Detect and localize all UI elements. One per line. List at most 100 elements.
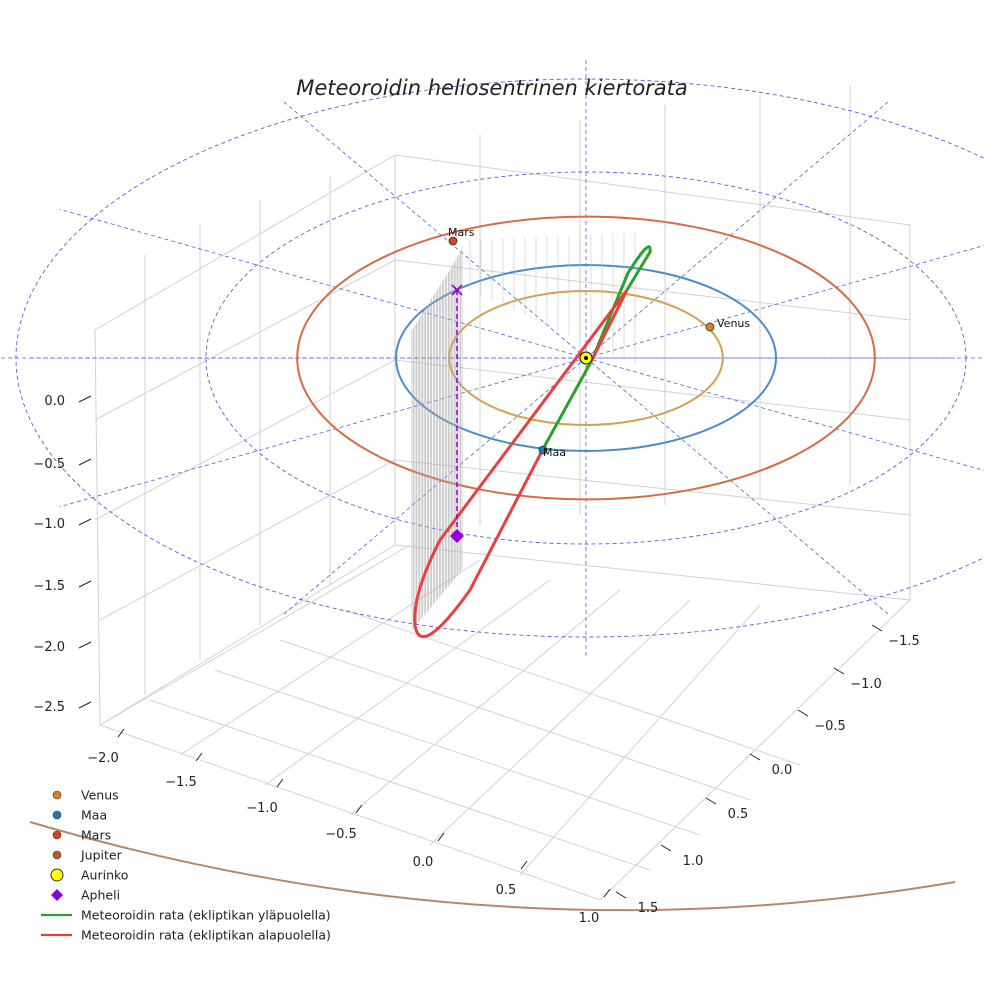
grid-line — [214, 669, 701, 836]
legend-swatch — [51, 889, 63, 901]
planet-marker-venus — [705, 322, 715, 332]
grid-line — [519, 604, 761, 876]
legend-swatch — [52, 830, 62, 840]
reference-spoke — [59, 357, 587, 508]
grid-line — [279, 639, 751, 801]
y-tick-mark — [705, 797, 717, 805]
chart-title: Meteoroidin heliosentrinen kiertorata — [296, 76, 688, 100]
axis-ticks: 0.0 −0.5 −1.0 −1.5 −2.0 −2.5 −2.0 −1.5 −1.0 −0.5 0… — [33, 394, 919, 926]
planet-orbits — [29, 215, 956, 912]
z-tick-label: −2.0 — [33, 640, 65, 655]
x-tick-label: −0.5 — [325, 827, 357, 842]
grid-line — [394, 259, 911, 321]
aphelion-marker — [450, 529, 464, 543]
x-tick-mark — [437, 832, 445, 842]
grid-line — [429, 599, 691, 846]
grid-line — [394, 459, 911, 516]
grid-line — [94, 329, 101, 726]
grid-line — [99, 724, 601, 901]
aphelion-projection-cross — [451, 284, 463, 296]
reference-spoke — [585, 357, 984, 471]
meteoroid-orbit-above — [590, 245, 652, 361]
y-tick-mark — [615, 891, 627, 899]
legend-label: Meteoroidin rata (ekliptikan alapuolella… — [81, 928, 331, 943]
legend-label: Maa — [81, 808, 107, 823]
z-tick-label: −1.0 — [33, 517, 65, 532]
z-tick-label: −0.5 — [33, 457, 65, 472]
z-tick-mark — [78, 458, 92, 466]
planet-label-mars: Mars — [448, 226, 475, 239]
y-tick-label: 0.5 — [728, 807, 749, 822]
grid-line — [344, 609, 801, 766]
y-tick-label: 0.0 — [772, 763, 793, 778]
x-tick-mark — [355, 804, 363, 814]
legend-label: Apheli — [81, 888, 120, 903]
y-tick-mark — [797, 709, 809, 717]
planet-label-venus: Venus — [717, 317, 750, 330]
grid-line — [394, 359, 911, 421]
x-tick-mark — [603, 888, 611, 898]
z-tick-mark — [78, 518, 92, 526]
z-tick-mark — [78, 701, 92, 709]
legend: Venus Maa Mars Jupiter Aurinko Apheli Meteoroi… — [41, 788, 331, 943]
y-tick-label: −0.5 — [814, 719, 846, 734]
y-tick-label: −1.5 — [888, 634, 920, 649]
reference-spoke — [281, 99, 587, 359]
z-tick-mark — [78, 395, 92, 403]
orbit-mars — [296, 215, 876, 501]
z-tick-label: −1.5 — [33, 579, 65, 594]
x-tick-mark — [520, 860, 528, 870]
z-tick-mark — [78, 641, 92, 649]
x-tick-mark — [276, 778, 284, 788]
planet-label-maa: Maa — [543, 446, 566, 459]
grid-line — [264, 579, 551, 786]
grid-line — [99, 544, 411, 726]
grid-line — [149, 699, 651, 871]
reference-spoke — [585, 245, 984, 359]
markers: Venus Maa Mars — [448, 226, 750, 543]
meteoroid-orbit-below — [413, 289, 629, 639]
grid-line — [394, 154, 911, 226]
legend-label: Aurinko — [81, 868, 128, 883]
reference-spoke — [59, 208, 587, 359]
meteoroid-orbit — [411, 232, 652, 639]
reference-rings — [0, 60, 984, 656]
grid-line — [349, 589, 621, 816]
grid-line — [99, 544, 396, 726]
orbit-jupiter — [29, 821, 956, 912]
orbit-maa — [395, 264, 777, 452]
x-tick-label: 1.0 — [579, 911, 600, 926]
legend-swatch — [50, 868, 64, 882]
legend-label: Venus — [81, 788, 119, 803]
planet-marker-mars — [448, 236, 458, 246]
legend-label: Jupiter — [80, 848, 123, 863]
reference-spoke — [281, 357, 587, 617]
z-tick-mark — [78, 580, 92, 588]
pane-grid — [94, 85, 911, 901]
legend-swatch — [52, 810, 62, 820]
grid-line — [394, 544, 911, 601]
legend-swatch — [52, 790, 62, 800]
x-tick-label: 0.5 — [496, 883, 517, 898]
x-tick-label: 0.0 — [413, 855, 434, 870]
reference-spoke — [585, 99, 891, 359]
planet-marker-maa — [538, 445, 548, 455]
x-tick-label: −1.0 — [246, 801, 278, 816]
y-tick-label: −1.0 — [850, 677, 882, 692]
y-tick-mark — [833, 667, 845, 675]
y-tick-label: 1.5 — [638, 901, 659, 916]
legend-label: Mars — [81, 828, 111, 843]
z-tick-label: 0.0 — [44, 394, 65, 409]
x-tick-mark — [117, 728, 125, 738]
sun-center — [584, 356, 588, 360]
reference-spoke — [585, 357, 891, 617]
grid-line — [94, 259, 396, 421]
legend-label: Meteoroidin rata (ekliptikan yläpuolella… — [81, 908, 331, 923]
legend-swatch — [52, 850, 62, 860]
meteoroid-orbit-above — [541, 359, 594, 450]
grid-line — [99, 459, 396, 621]
x-tick-label: −2.0 — [87, 751, 119, 766]
y-tick-mark — [660, 844, 672, 852]
x-tick-mark — [195, 752, 203, 762]
